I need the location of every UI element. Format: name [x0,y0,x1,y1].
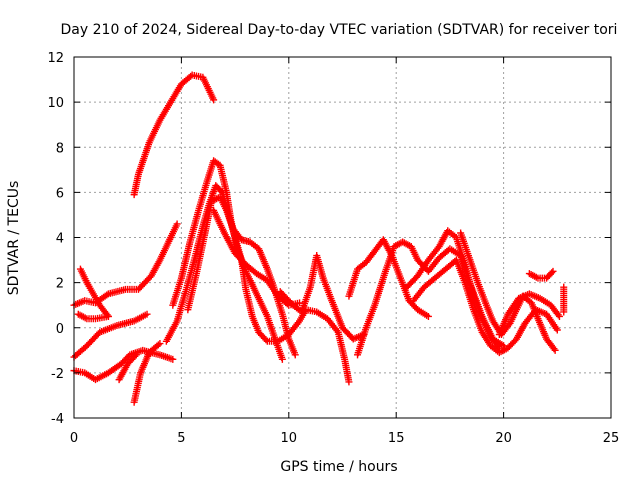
x-tick-label: 5 [177,431,185,446]
x-tick-label: 25 [603,431,620,446]
series-arc-8 [130,71,218,199]
data-point [169,355,177,363]
data-point [550,345,558,353]
series-arc-3 [70,220,181,309]
series-arc-6 [115,351,140,384]
data-point [278,355,286,363]
data-point [132,351,140,359]
data-point [424,312,432,320]
y-tick-label: 6 [56,186,64,201]
data-point [143,310,151,318]
data-point [210,96,218,104]
data-point [554,311,562,319]
y-tick-label: -2 [51,367,64,382]
series-arc-14 [345,236,432,320]
series-arc-16 [403,227,503,352]
chart-title: Day 210 of 2024, Sidereal Day-to-day VTE… [61,22,618,38]
data-point [553,326,561,334]
y-tick-label: 4 [56,232,64,247]
series-arc-12 [210,206,304,309]
x-tick-label: 0 [70,431,78,446]
data-point [296,299,304,307]
y-tick-label: 12 [47,51,64,66]
data-point [131,352,139,360]
x-tick-label: 20 [495,431,512,446]
series-arc-11 [184,193,299,359]
series-arc-17 [409,256,561,357]
data-points [70,71,568,406]
series-arc-21 [560,283,568,316]
data-point [154,341,162,349]
series-arc-5 [76,265,112,320]
y-tick-label: 2 [56,277,64,292]
y-axis-label: SDTVAR / TECUs [6,181,22,296]
data-point [549,267,557,275]
x-tick-label: 15 [388,431,405,446]
data-point [104,312,112,320]
y-tick-label: 0 [56,322,64,337]
series-arc-7 [130,340,164,406]
data-point [345,378,353,386]
series-arc-19 [495,290,563,339]
data-point [262,336,270,344]
series-arc-4 [74,310,112,323]
data-point [560,308,568,316]
series-arc-10 [169,157,286,363]
x-tick-label: 10 [281,431,298,446]
data-point [103,291,111,299]
series-arc-20 [525,267,557,282]
series-arc-13 [276,252,368,343]
data-point [103,311,111,319]
data-point [156,340,164,348]
data-point [555,312,563,320]
data-point [551,346,559,354]
data-point [173,220,181,228]
y-tick-label: 8 [56,141,64,156]
axes: 0 5 10 15 20 25 -4 -2 0 2 4 6 8 10 12 [47,51,619,446]
data-point [291,351,299,359]
y-tick-label: -4 [51,412,64,427]
data-point [548,269,556,277]
x-axis-label: GPS time / hours [280,459,397,475]
grid-lines [74,57,611,418]
y-tick-label: 10 [47,96,64,111]
